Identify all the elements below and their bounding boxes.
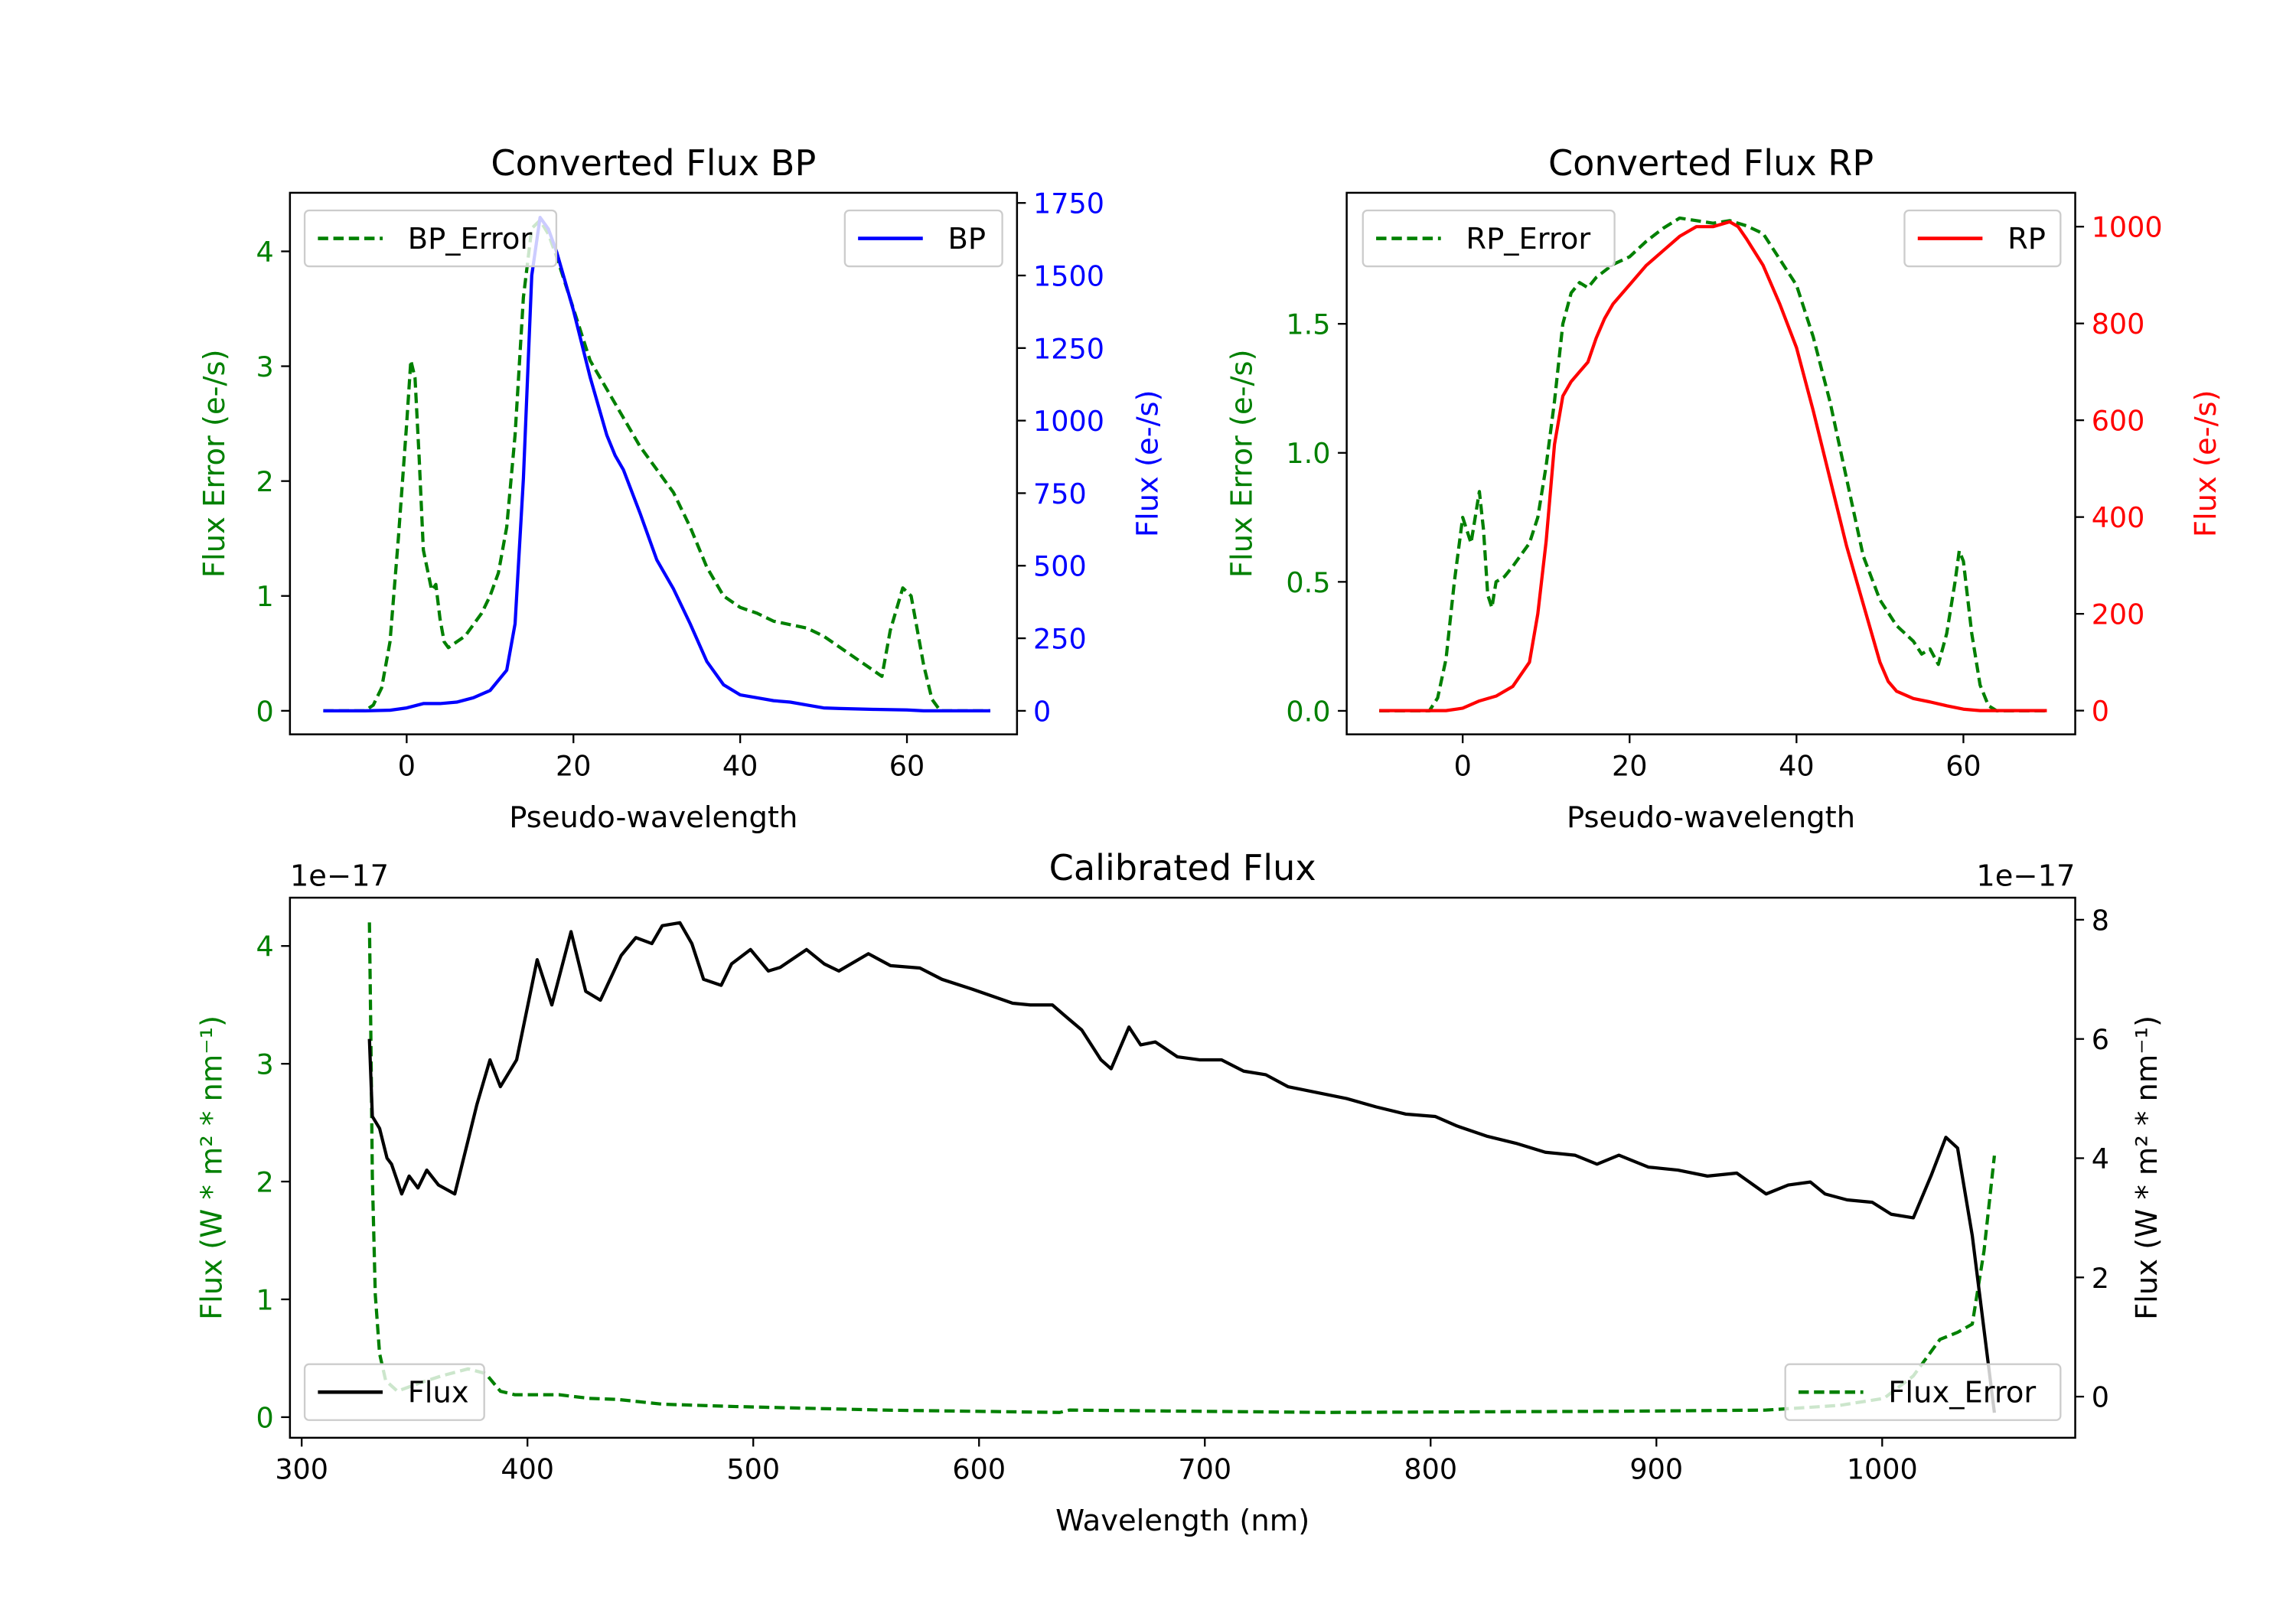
y-right-axis-label: Flux (W * m² * nm⁻¹) <box>2130 1015 2164 1320</box>
y-left-tick-label: 1.5 <box>1286 308 1330 341</box>
x-tick-label: 1000 <box>1847 1453 1918 1486</box>
legend-rp-error: RP_Error <box>1362 209 1616 268</box>
y-right-tick-label: 2 <box>2092 1262 2109 1295</box>
chart-title: Converted Flux RP <box>1548 142 1874 184</box>
x-tick-label: 900 <box>1629 1453 1683 1486</box>
legend-flux: Flux <box>303 1363 485 1421</box>
legend-bp: BP <box>843 209 1003 268</box>
legend-box <box>1784 1363 2062 1421</box>
x-axis-label: Pseudo-wavelength <box>1567 800 1855 835</box>
legend-label: BP <box>947 222 986 256</box>
legend-label: RP <box>2007 222 2046 256</box>
panel-converted-flux-rp: 0 20 40 60 0.0 0.5 1.0 1.5 0 200 400 600 800 1000 Conv… <box>1225 142 2224 835</box>
y-left-tick-label: 0.5 <box>1286 566 1330 599</box>
plot-area <box>1379 216 2047 713</box>
y-left-tick-label: 3 <box>256 1048 273 1081</box>
y-left-offset-text: 1e−17 <box>290 859 389 894</box>
y-left-tick-label: 2 <box>256 465 273 498</box>
y-right-tick-label: 0 <box>2092 695 2109 728</box>
y-left-tick-label: 2 <box>256 1166 273 1199</box>
y-right-axis-label: Flux (e-/s) <box>1130 390 1165 537</box>
chart-title: Converted Flux BP <box>491 142 816 184</box>
y-right-tick-label: 1750 <box>1033 187 1104 220</box>
y-left-axis-label: Flux Error (e-/s) <box>1225 349 1260 578</box>
x-tick-label: 60 <box>1945 749 1981 782</box>
panel-converted-flux-bp: 0 20 40 600123402505007501000125015001750Co… <box>197 142 1165 835</box>
y-right-tick-label: 1500 <box>1033 259 1104 292</box>
y-right-tick-label: 0 <box>2092 1381 2109 1414</box>
x-axis-label: Wavelength (nm) <box>1055 1504 1309 1538</box>
y-left-tick-label: 0 <box>256 1401 273 1434</box>
y-right-tick-label: 800 <box>2092 308 2145 341</box>
axes-frame <box>1345 191 2076 735</box>
y-right-tick-label: 500 <box>1033 550 1087 583</box>
axes-frame <box>289 191 1019 735</box>
legend-rp: RP <box>1903 209 2062 268</box>
axes-frame <box>289 896 2076 1439</box>
x-tick-label: 600 <box>952 1453 1006 1486</box>
y-right-tick-label: 600 <box>2092 405 2145 438</box>
y-left-tick-label: 1.0 <box>1286 437 1330 470</box>
legend-box <box>303 1363 485 1421</box>
x-tick-label: 800 <box>1404 1453 1457 1486</box>
y-right-tick-label: 250 <box>1033 623 1087 656</box>
series-line-flux <box>367 921 1997 1413</box>
y-left-tick-label: 0 <box>256 695 273 728</box>
y-left-tick-label: 3 <box>256 350 273 383</box>
legend-label: RP_Error <box>1466 222 1590 256</box>
y-right-offset-text: 1e−17 <box>1976 859 2075 894</box>
x-tick-label: 300 <box>275 1453 328 1486</box>
x-tick-label: 40 <box>722 749 758 782</box>
x-tick-label: 0 <box>398 749 416 782</box>
y-right-axis-label: Flux (e-/s) <box>2189 390 2223 537</box>
y-right-tick-label: 1250 <box>1033 332 1104 365</box>
y-right-tick-label: 200 <box>2092 598 2145 631</box>
x-tick-label: 40 <box>1779 749 1814 782</box>
y-right-tick-label: 4 <box>2092 1143 2109 1175</box>
y-left-tick-label: 0.0 <box>1286 695 1330 728</box>
legend-box <box>303 209 558 268</box>
legend-flux-error: Flux_Error <box>1784 1363 2062 1421</box>
legend-label: BP_Error <box>408 222 533 256</box>
x-tick-label: 0 <box>1454 749 1472 782</box>
chart-title: Calibrated Flux <box>1049 847 1316 888</box>
x-axis-label: Pseudo-wavelength <box>509 800 797 835</box>
legend-box <box>843 209 1003 268</box>
y-left-tick-label: 1 <box>256 1283 273 1316</box>
x-tick-label: 60 <box>889 749 925 782</box>
legend-label: Flux_Error <box>1888 1376 2036 1410</box>
y-left-tick-label: 4 <box>256 931 273 963</box>
y-right-tick-label: 1000 <box>1033 405 1104 438</box>
x-tick-label: 400 <box>501 1453 554 1486</box>
y-left-tick-label: 1 <box>256 580 273 613</box>
x-tick-label: 500 <box>726 1453 780 1486</box>
legend-bp-error: BP_Error <box>303 209 558 268</box>
series-line-bp <box>323 216 990 713</box>
y-left-axis-label: Flux Error (e-/s) <box>197 349 232 578</box>
y-left-axis-label: Flux (W * m² * nm⁻¹) <box>194 1015 229 1320</box>
x-tick-label: 700 <box>1178 1453 1231 1486</box>
y-right-tick-label: 8 <box>2092 904 2109 937</box>
y-right-tick-label: 0 <box>1033 695 1051 728</box>
x-tick-label: 20 <box>1612 749 1647 782</box>
series-line-rp-error <box>1379 216 2047 713</box>
y-right-tick-label: 400 <box>2092 501 2145 534</box>
y-right-tick-label: 6 <box>2092 1023 2109 1056</box>
legend-label: Flux <box>408 1376 469 1410</box>
legend-box <box>1362 209 1616 268</box>
y-right-tick-label: 750 <box>1033 478 1087 510</box>
series-line-rp <box>1379 220 2047 712</box>
x-tick-label: 20 <box>556 749 591 782</box>
panel-calibrated-flux: 300 400 500 600 700 800 900 1000 0 1 2 3 4 0 2 4 6 8 Calib… <box>194 847 2164 1538</box>
y-left-tick-label: 4 <box>256 236 273 269</box>
y-right-tick-label: 1000 <box>2092 211 2163 244</box>
